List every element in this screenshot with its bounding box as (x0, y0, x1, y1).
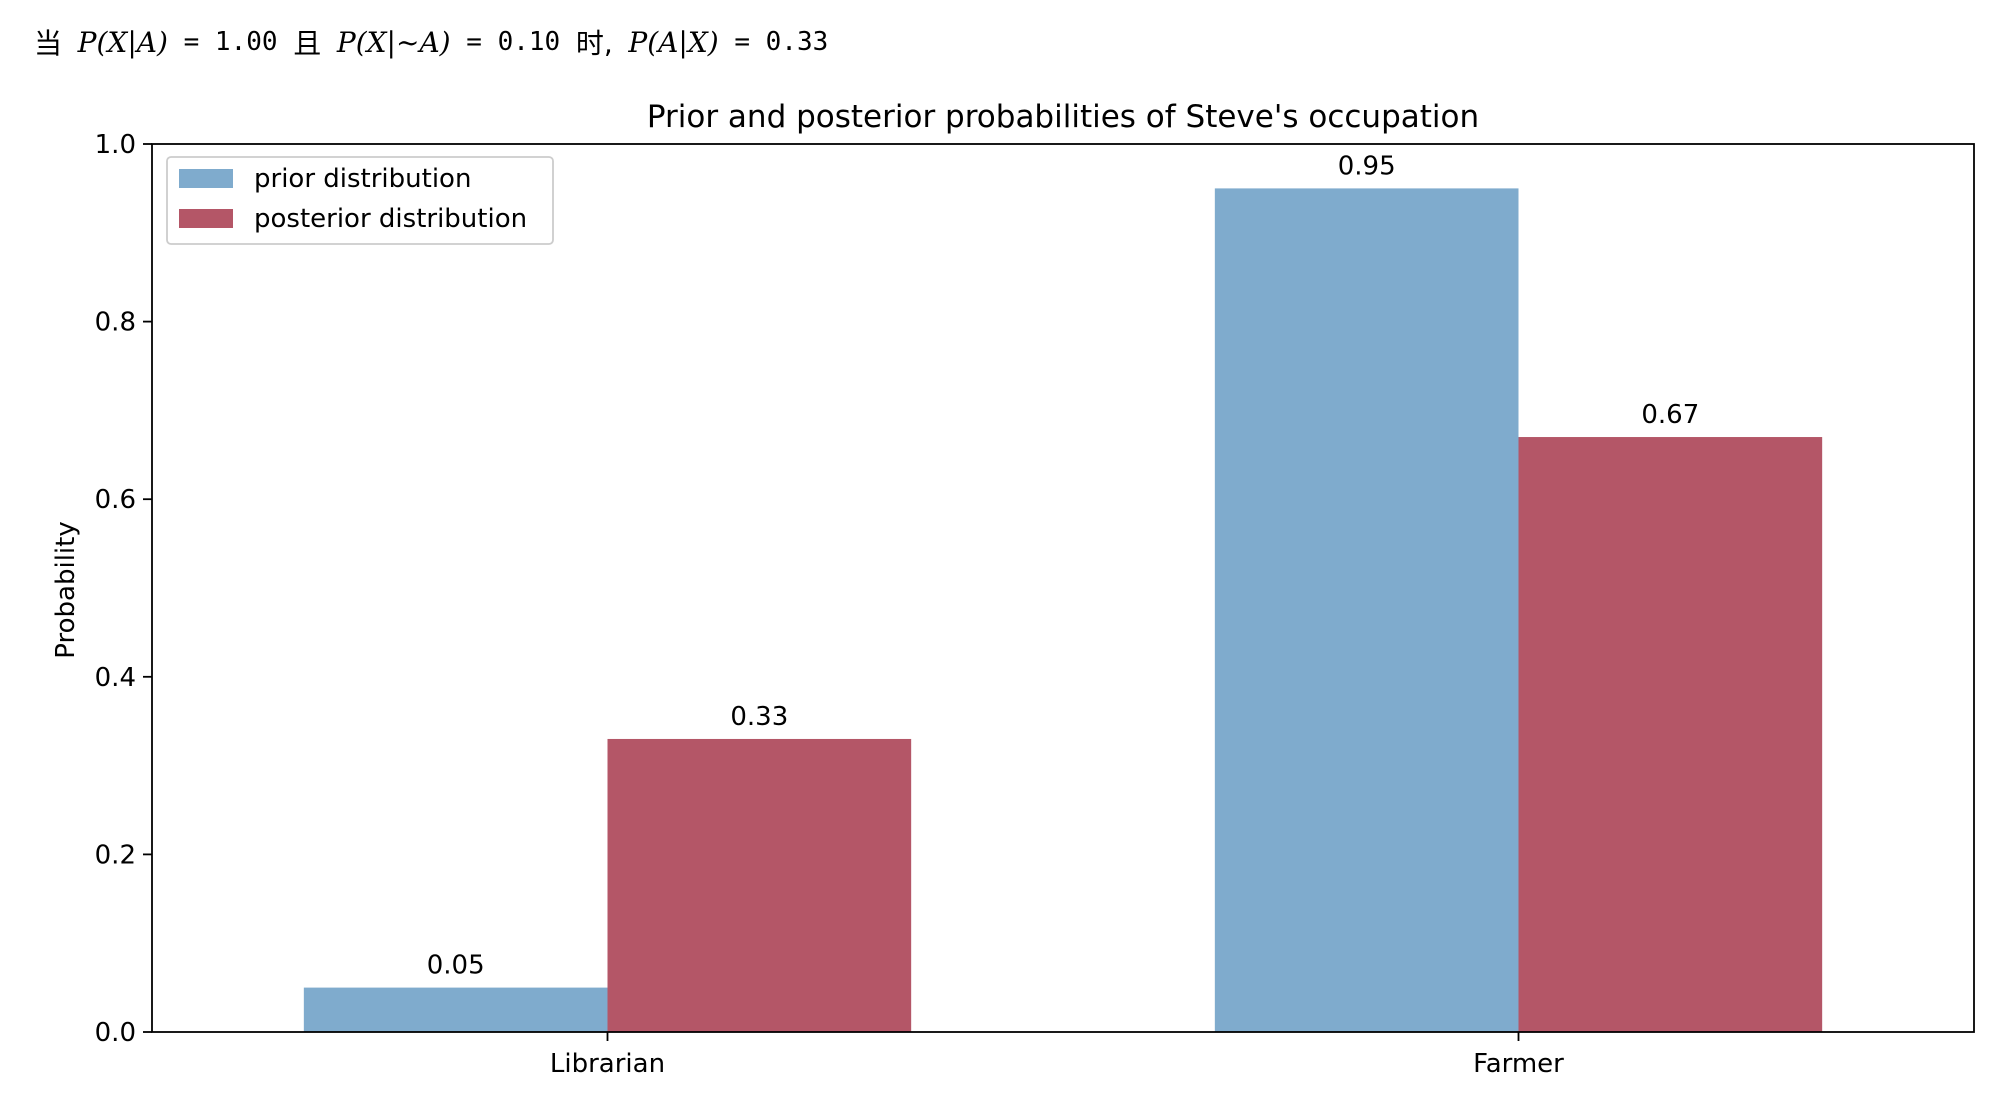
legend: prior distribution posterior distribution (166, 156, 554, 245)
caption-expr-likelihood: P(X|A) (77, 25, 168, 59)
x-axis: Librarian Farmer (550, 1032, 1564, 1079)
legend-swatch-posterior (179, 209, 233, 228)
y-tick-label: 0.4 (95, 663, 136, 693)
bar-prior-farmer (1214, 188, 1519, 1032)
legend-label-posterior: posterior distribution (254, 204, 527, 234)
chart-title: Prior and posterior probabilities of Ste… (647, 99, 1479, 135)
y-tick-label: 0.6 (95, 485, 136, 515)
bar-prior-librarian (303, 987, 608, 1032)
caption-word-then: 时, (575, 27, 613, 60)
bar-value-label: 0.05 (427, 951, 485, 981)
y-axis: 0.0 0.2 0.4 0.6 0.8 1.0 (95, 130, 152, 1048)
bar-value-label: 0.33 (730, 702, 788, 732)
caption-word-and: 且 (293, 27, 322, 60)
caption-value-likelihood: = 1.00 (183, 27, 278, 57)
bar-posterior-farmer (1518, 437, 1823, 1032)
x-tick-label: Farmer (1473, 1049, 1564, 1079)
bar-value-label: 0.67 (1641, 400, 1699, 430)
y-tick-label: 0.8 (95, 308, 136, 338)
caption-expr-false-positive: P(X|~A) (336, 25, 451, 59)
legend-swatch-prior (179, 169, 233, 188)
legend-label-prior: prior distribution (254, 164, 471, 194)
bars-group (303, 188, 1823, 1032)
bar-labels-group: 0.05 0.33 0.95 0.67 (427, 151, 1700, 980)
caption-word-when: 当 (34, 27, 63, 60)
y-axis-label: Probability (51, 521, 81, 658)
bar-value-label: 0.95 (1338, 151, 1396, 181)
bar-posterior-librarian (607, 738, 912, 1032)
x-tick-label: Librarian (550, 1049, 665, 1079)
caption-expr-posterior: P(A|X) (628, 25, 719, 59)
caption-value-false-positive: = 0.10 (466, 27, 561, 57)
y-tick-label: 0.0 (95, 1018, 136, 1048)
y-tick-label: 0.2 (95, 840, 136, 870)
formula-caption: 当 P(X|A) = 1.00 且 P(X|~A) = 0.10 时, P(A|… (34, 18, 828, 66)
legend-box (166, 156, 554, 245)
plot-frame (151, 143, 1975, 1033)
caption-value-posterior: = 0.33 (734, 27, 829, 57)
y-tick-label: 1.0 (95, 130, 136, 160)
